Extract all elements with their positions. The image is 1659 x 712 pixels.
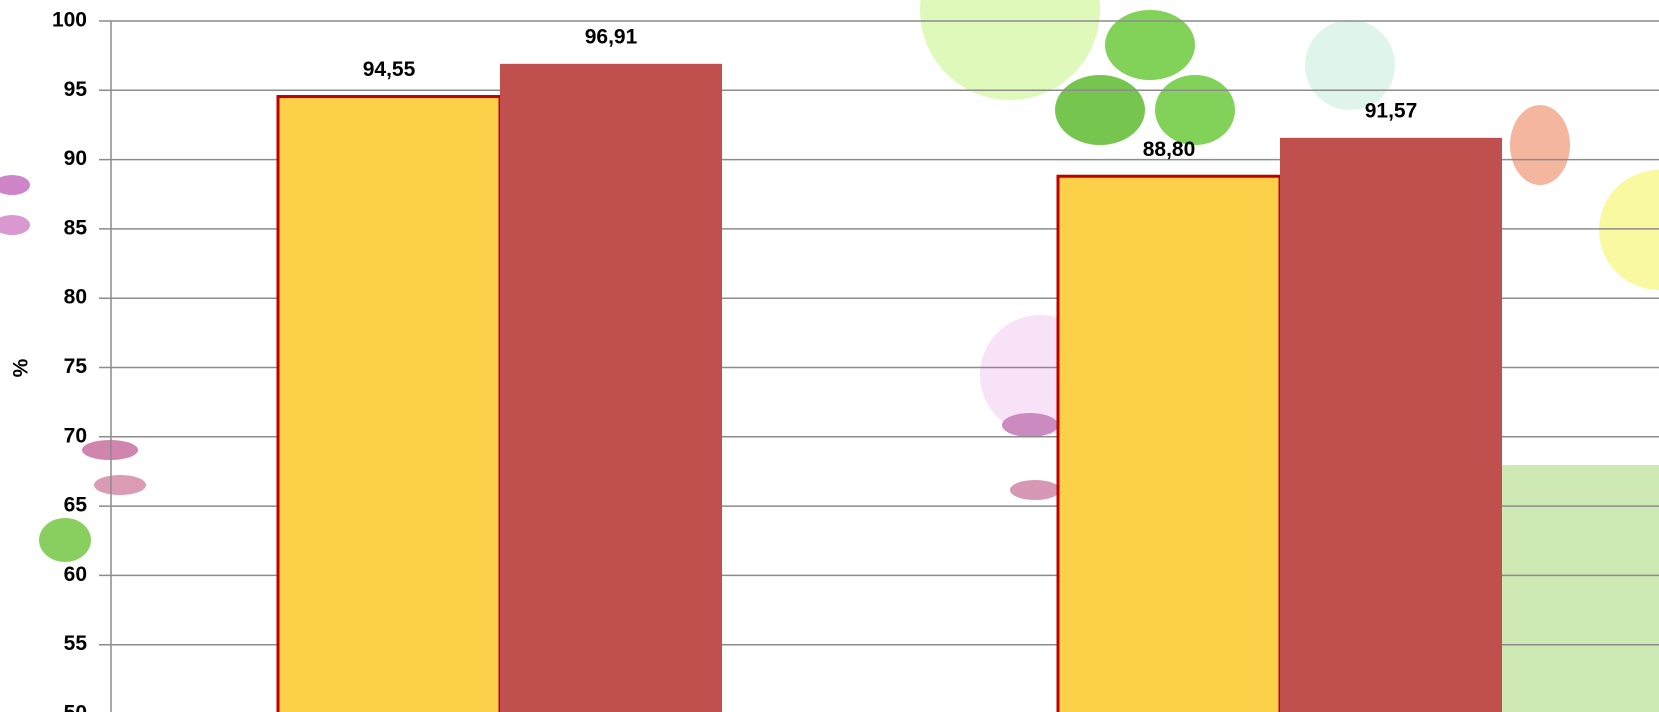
- data-label: 91,57: [1365, 99, 1418, 122]
- bar: [276, 95, 502, 712]
- y-tick-label: 75: [64, 355, 88, 378]
- y-tick-label: 65: [64, 494, 88, 517]
- y-tick-label: 100: [52, 9, 87, 32]
- y-tick-label: 55: [64, 632, 88, 655]
- y-tick-label: 90: [64, 147, 87, 170]
- bar: [1280, 137, 1502, 712]
- y-tick-label: 95: [64, 78, 88, 101]
- bar: [500, 63, 722, 712]
- bar: [1056, 174, 1282, 712]
- y-tick-label: 60: [64, 563, 87, 586]
- y-tick-label: 50: [64, 702, 87, 712]
- data-label: 94,55: [363, 58, 416, 81]
- y-tick-label: 85: [64, 216, 88, 239]
- data-label: 88,80: [1143, 138, 1196, 161]
- y-tick-label: 80: [64, 286, 87, 309]
- data-label: 96,91: [585, 25, 638, 48]
- y-axis-label: %: [10, 358, 33, 377]
- y-tick-label: 70: [64, 424, 87, 447]
